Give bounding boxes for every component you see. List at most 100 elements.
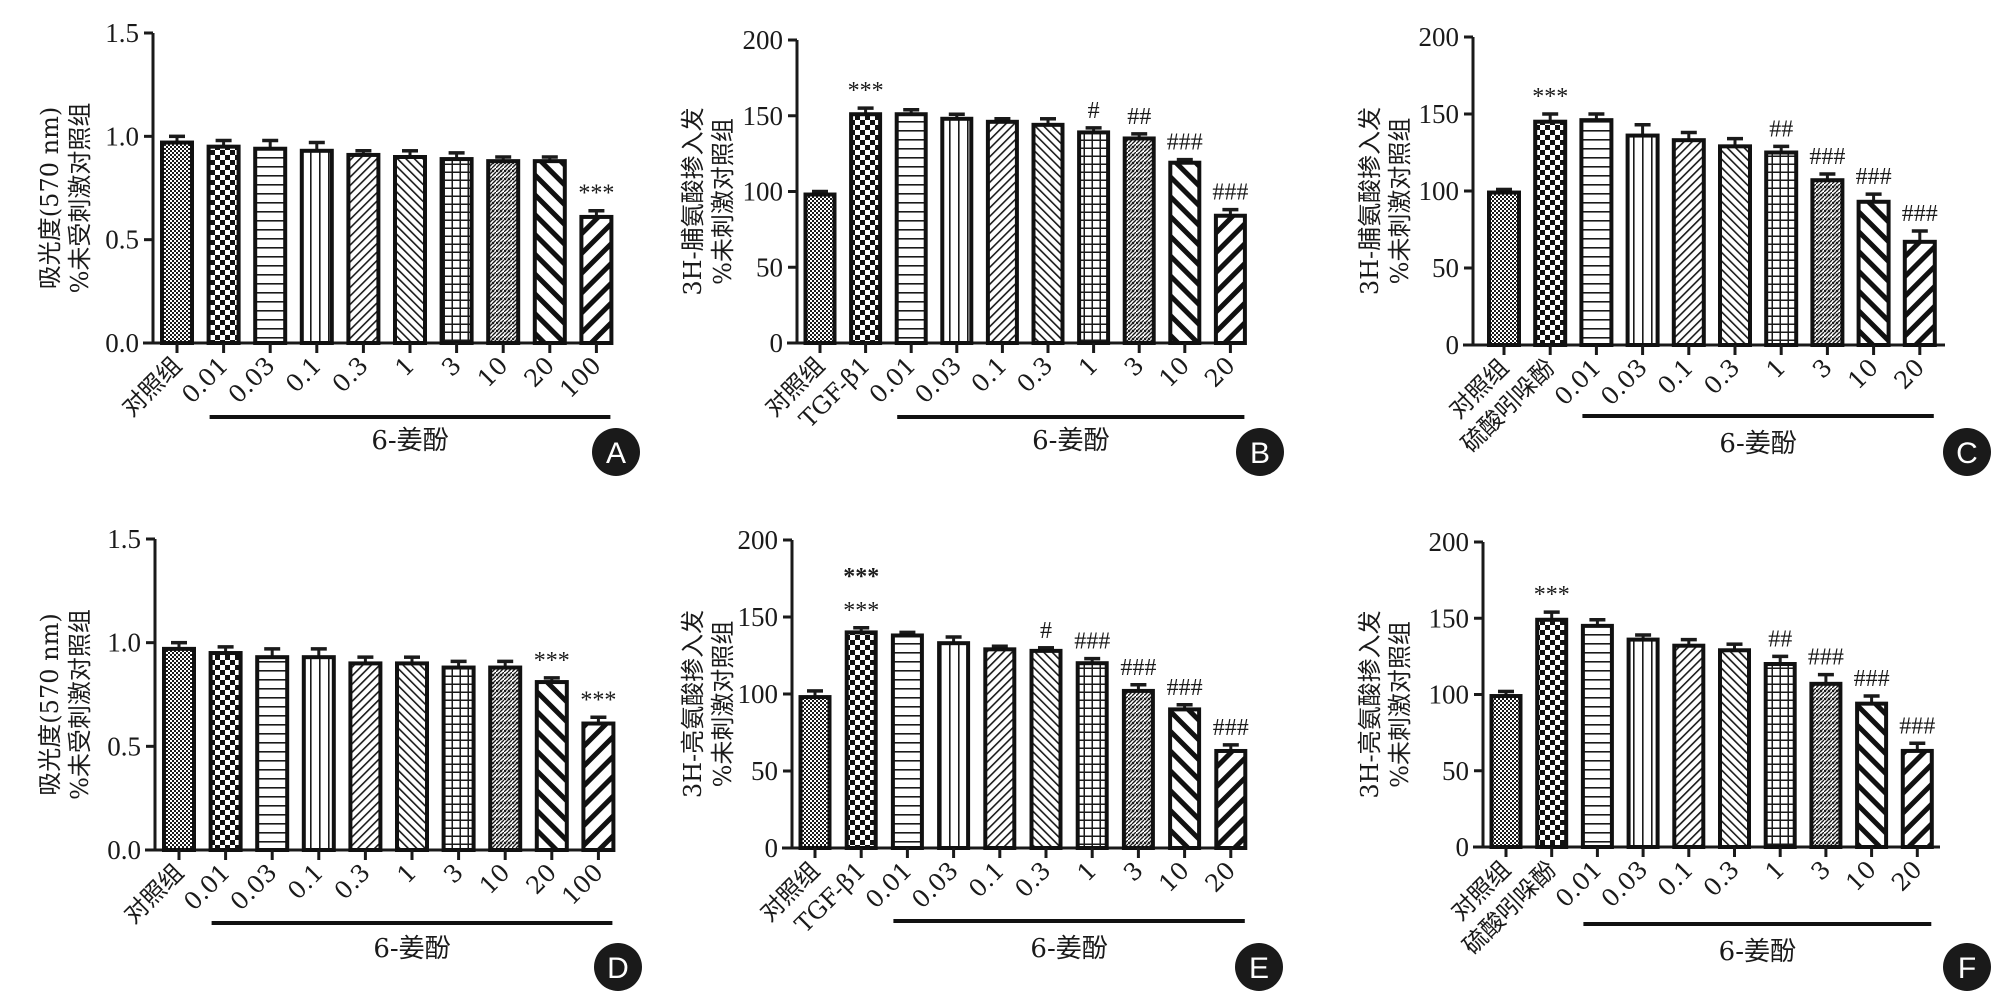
x-tick-label: 10 (474, 858, 515, 899)
panel-letter-badge (1235, 943, 1283, 991)
panel-letter-badge (1236, 428, 1284, 476)
x-tick-label: 0.03 (1596, 855, 1654, 913)
x-tick-label: 20 (1200, 856, 1241, 897)
x-tick-label: 20 (1886, 855, 1927, 896)
y-axis-label-line2: %未刺激对照组 (709, 118, 737, 285)
significance-annotation: ### (1808, 645, 1844, 671)
bar-3 (1810, 178, 1845, 347)
x-tick-label: 10 (1153, 856, 1194, 897)
significance-annotation: ### (1899, 713, 1935, 739)
y-tick-label: 100 (1429, 680, 1470, 710)
panel-letter: B (1250, 437, 1270, 470)
x-tick-label: 0.3 (1009, 856, 1056, 903)
significance-annotation: ### (1213, 715, 1249, 741)
y-tick-label: 0.5 (107, 731, 141, 761)
group-label: 6-姜酚 (1030, 934, 1107, 964)
y-tick-label: 150 (1429, 603, 1470, 633)
y-tick-label: 150 (738, 602, 779, 632)
bar-3 (439, 157, 474, 345)
y-tick-label: 1.0 (107, 628, 141, 658)
x-tick-label: 1 (1761, 353, 1792, 384)
bar-1 (395, 661, 429, 853)
panel-letter: C (1956, 437, 1978, 470)
x-tick-label: 10 (472, 351, 513, 392)
bar-0.01 (890, 633, 924, 850)
bar-10 (486, 159, 521, 345)
bar-10 (1856, 199, 1891, 347)
y-axis-label-line2: %未刺激对照组 (1386, 621, 1414, 788)
panel-letter: A (606, 437, 626, 470)
x-tick-label: 3 (1806, 855, 1837, 886)
x-tick-label: 10 (1154, 351, 1195, 392)
significance-annotation: *** (843, 598, 879, 624)
bar-0.3 (348, 661, 383, 853)
bar-0.3 (1029, 648, 1063, 850)
x-tick-label: 20 (519, 351, 560, 392)
x-tick-label: 3 (438, 858, 469, 889)
y-axis-label-line1: 3H-脯氨酸掺入发 (679, 107, 707, 295)
bar-对照组 (160, 140, 194, 345)
significance-annotation: ### (1212, 180, 1248, 206)
x-tick-label: 1 (390, 351, 421, 382)
panel-letter-badge (1943, 428, 1991, 476)
significance-annotation: ## (1768, 626, 1792, 652)
bar-20 (1902, 239, 1937, 348)
y-tick-label: 200 (743, 25, 784, 55)
bar-0.1 (983, 647, 1017, 851)
x-tick-label: 0.03 (1595, 353, 1653, 411)
x-tick-label: 0.03 (906, 856, 964, 914)
bar-1 (1077, 130, 1111, 345)
x-tick-label: 0.01 (1549, 353, 1607, 411)
x-tick-label: 0.01 (176, 351, 234, 409)
panel-letter: D (607, 952, 629, 985)
bar-1 (393, 155, 427, 345)
bar-3 (441, 665, 476, 853)
bar-20 (1214, 748, 1248, 850)
y-tick-label: 200 (1419, 22, 1460, 52)
bar-10 (1168, 707, 1202, 851)
significance-annotation: ## (1769, 116, 1793, 142)
bar-0.03 (253, 146, 288, 345)
significance-annotation: ### (1856, 164, 1892, 190)
x-tick-label: 3 (1807, 353, 1838, 384)
significance-annotation: ## (1127, 104, 1151, 130)
panel-letter-badge (1943, 943, 1991, 991)
x-tick-label: 1 (392, 858, 423, 889)
y-tick-label: 100 (1419, 176, 1460, 206)
y-tick-label: 0.5 (105, 225, 139, 255)
x-tick-label: 0.01 (178, 858, 236, 916)
significance-annotation: ### (1120, 655, 1156, 681)
y-axis-label-line1: 3H-亮氨酸掺入发 (679, 610, 707, 798)
panel-letter-badge (594, 943, 642, 991)
significance-annotation: *** (1534, 582, 1570, 608)
y-axis-label-line1: 3H-脯氨酸掺入发 (1356, 107, 1384, 295)
bar-0.3 (1031, 122, 1065, 345)
panel-letter-badge (592, 428, 640, 476)
x-tick-label: 0.3 (1698, 855, 1745, 902)
x-tick-label: 0.01 (860, 856, 918, 914)
x-tick-label: 0.03 (225, 858, 283, 916)
bar-0.1 (985, 119, 1019, 345)
bar-100 (581, 721, 616, 853)
y-tick-label: 200 (738, 525, 779, 555)
y-tick-label: 150 (1419, 99, 1460, 129)
bar-硫酸吲哚酚 (1533, 119, 1568, 347)
bar-0.03 (255, 655, 290, 852)
bar-对照组 (162, 646, 196, 852)
bar-对照组 (1489, 694, 1523, 850)
bar-0.3 (1718, 144, 1752, 347)
x-tick-label: 0.3 (1698, 353, 1745, 400)
x-tick-label: 0.3 (327, 351, 374, 398)
y-tick-label: 200 (1429, 527, 1470, 557)
y-tick-label: 0 (770, 328, 784, 358)
x-tick-label: 10 (1842, 353, 1883, 394)
significance-annotation: ### (1854, 666, 1890, 692)
significance-annotation: # (1040, 618, 1052, 644)
bar-0.03 (1626, 637, 1660, 849)
significance-annotation: ### (1074, 629, 1110, 655)
x-tick-label: 0.1 (1652, 855, 1699, 902)
